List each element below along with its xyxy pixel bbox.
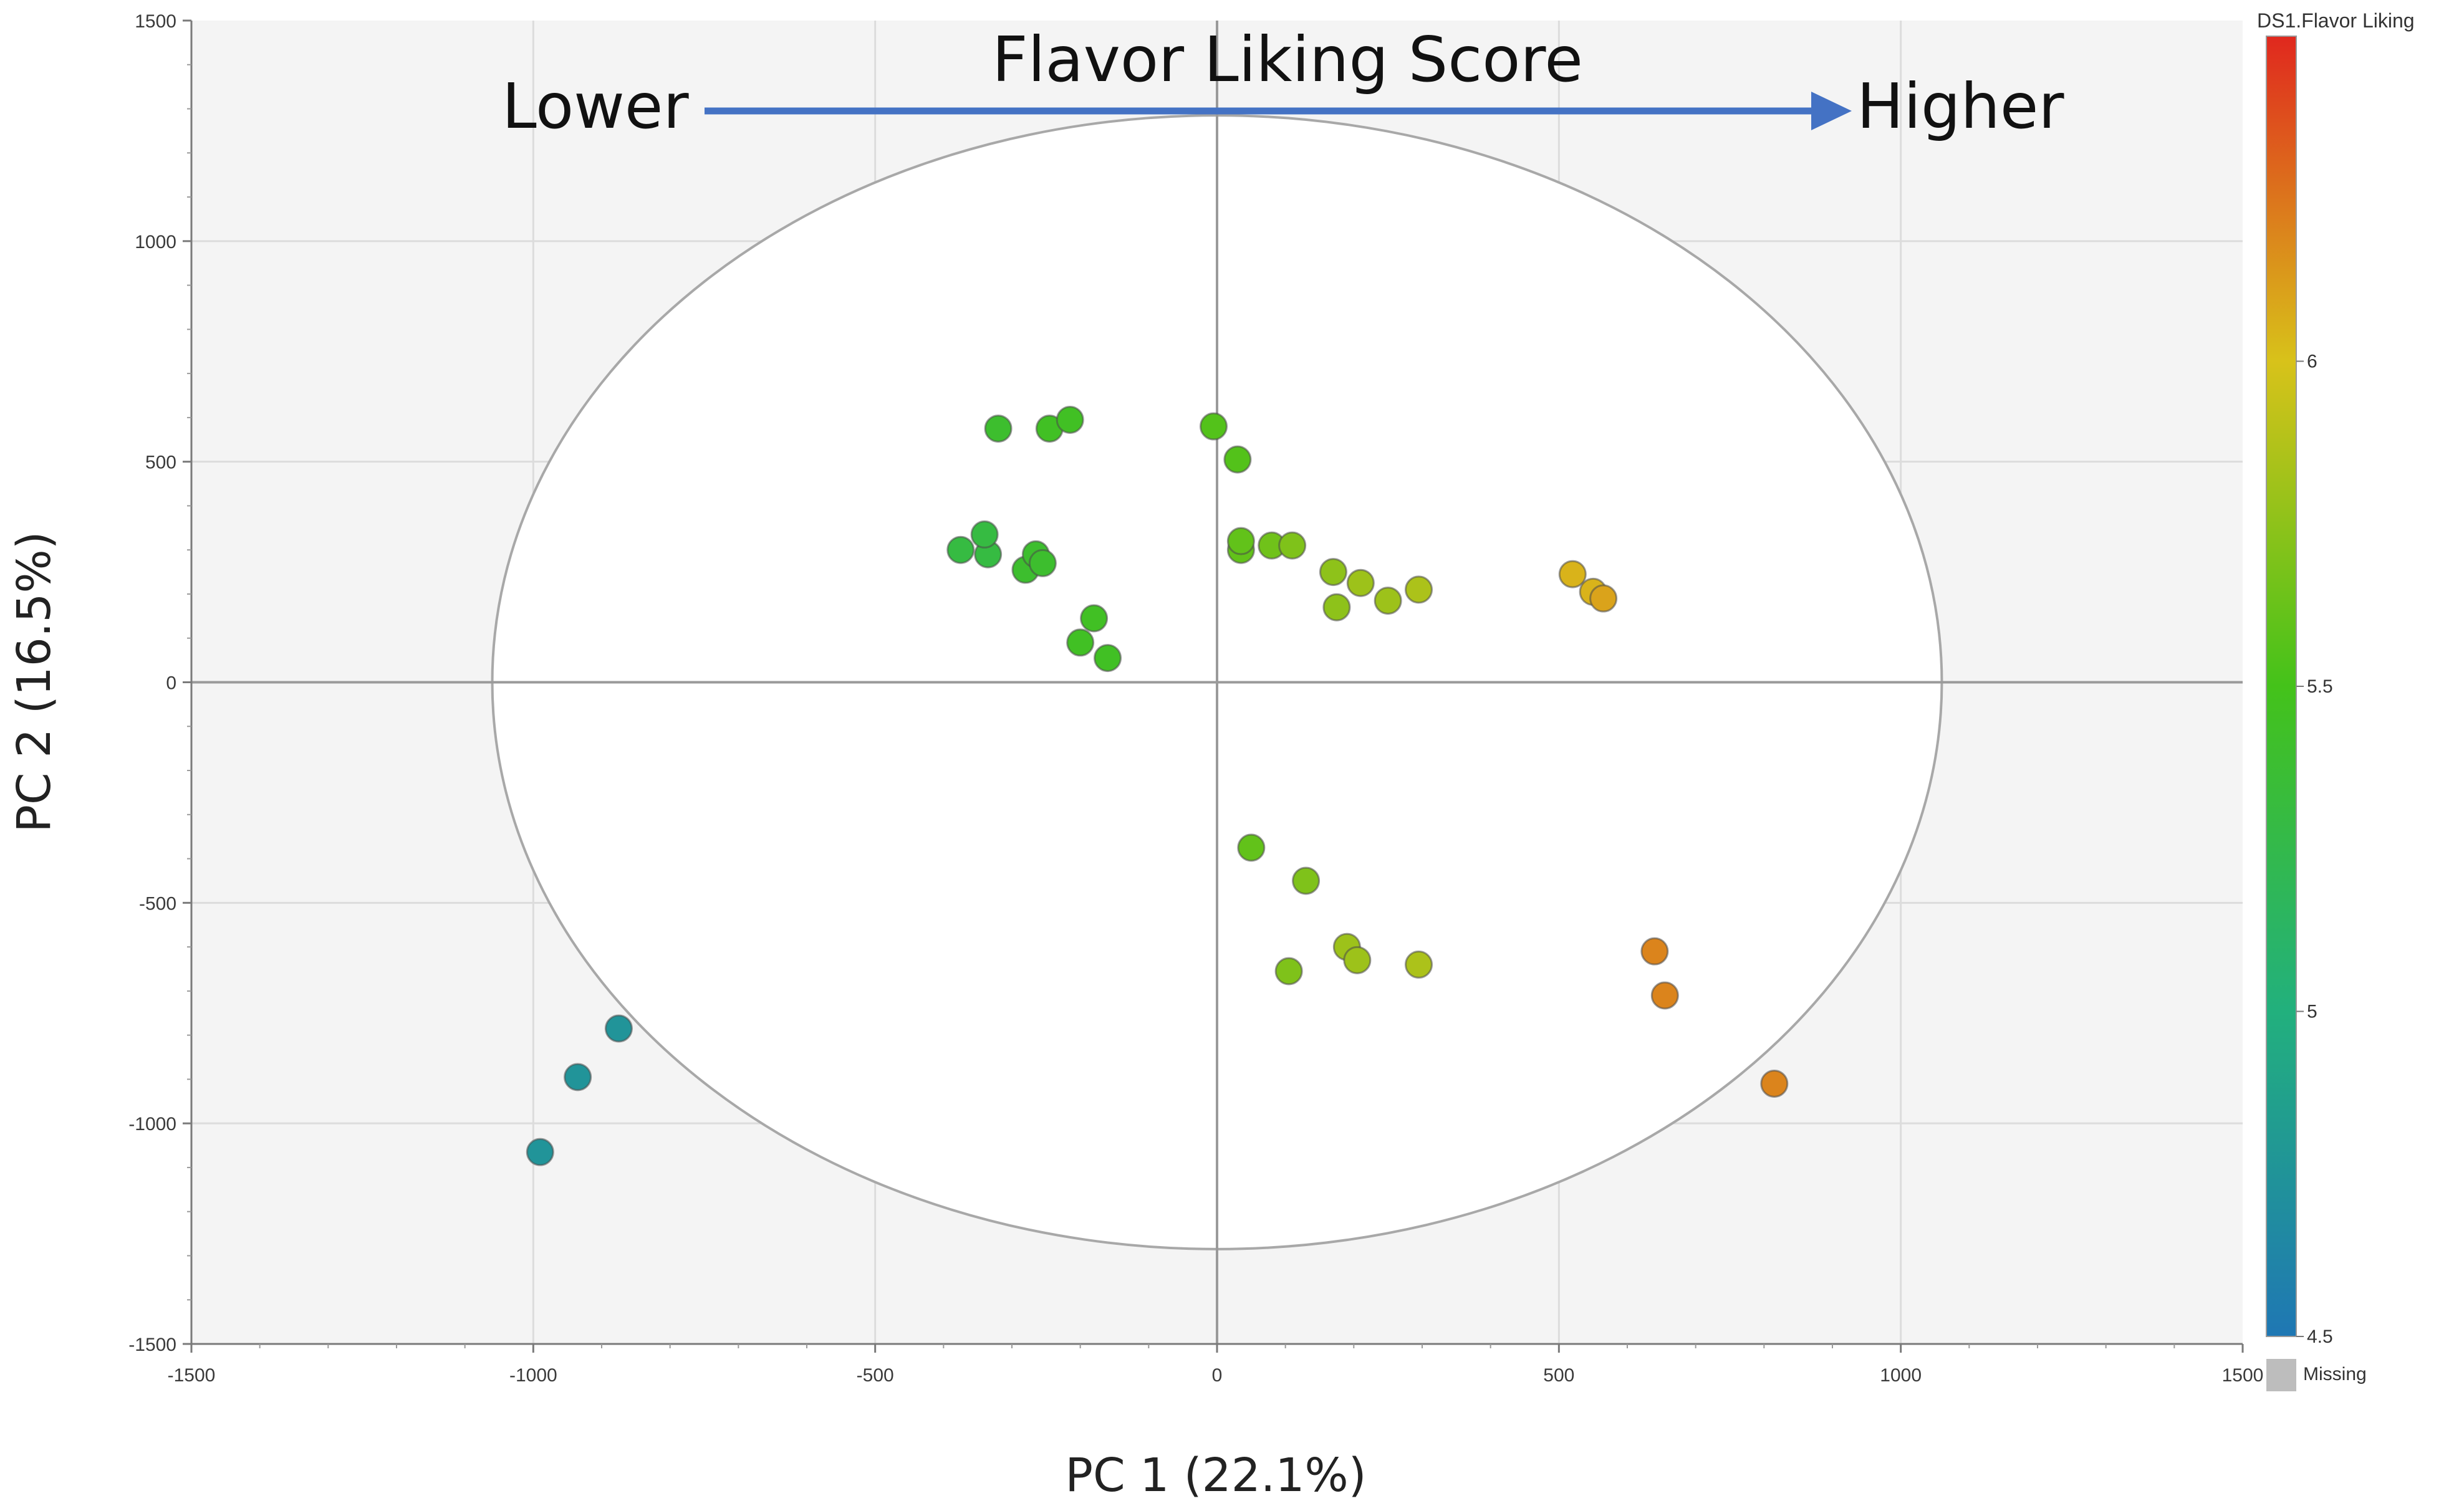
data-point	[1056, 405, 1084, 434]
data-point	[1278, 531, 1307, 560]
y-tick-label: 1500	[135, 11, 176, 32]
data-point	[1274, 957, 1303, 986]
colorbar-ticks: 4.5 5 5.5 6	[2296, 352, 2333, 1347]
data-point	[1080, 604, 1109, 633]
data-point	[1292, 866, 1321, 895]
data-point	[1760, 1069, 1789, 1098]
y-axis-label: PC 2 (16.5%)	[7, 531, 61, 832]
data-point	[1237, 833, 1266, 862]
data-point	[1558, 560, 1587, 588]
data-point	[1650, 981, 1679, 1010]
x-axis-label: PC 1 (22.1%)	[1065, 1449, 1366, 1502]
axis-ticks: -1500 -1000 -500 0 500 1000 1500 -1500 -1000 -500…	[128, 11, 2263, 1386]
x-tick-label: 500	[1543, 1365, 1574, 1386]
y-tick-label: -1500	[128, 1335, 176, 1355]
x-tick-label: 0	[1212, 1365, 1223, 1386]
data-point	[1223, 445, 1252, 474]
y-tick-label: 500	[145, 453, 176, 473]
x-tick-label: 1000	[1880, 1365, 1922, 1386]
data-point	[526, 1138, 554, 1166]
data-point	[1319, 558, 1347, 587]
annotation-higher: Higher	[1857, 70, 2064, 143]
data-point	[1374, 587, 1402, 615]
data-point	[1346, 568, 1375, 597]
x-tick-label: -500	[857, 1365, 894, 1386]
x-tick-label: 1500	[2222, 1365, 2264, 1386]
data-point	[1322, 593, 1351, 621]
data-point	[1405, 575, 1433, 604]
data-point	[1200, 412, 1228, 441]
colorbar-tick-label: 6	[2307, 352, 2317, 372]
x-tick-label: -1000	[509, 1365, 557, 1386]
x-tick-label: -1500	[168, 1365, 216, 1386]
y-tick-label: -500	[139, 893, 176, 914]
colorbar-tick-label: 5	[2307, 1002, 2317, 1022]
missing-swatch	[2266, 1359, 2296, 1391]
missing-label: Missing	[2303, 1364, 2367, 1384]
colorbar-title: DS1.Flavor Liking	[2257, 9, 2415, 32]
zero-lines	[191, 21, 2243, 1344]
y-tick-label: 0	[166, 673, 176, 694]
data-point	[1640, 937, 1669, 966]
y-tick-label: 1000	[135, 232, 176, 252]
data-point	[984, 415, 1013, 443]
data-point	[1226, 527, 1255, 555]
data-points	[526, 405, 1789, 1166]
annotation-lower: Lower	[502, 70, 689, 143]
colorbar	[2266, 36, 2297, 1337]
data-point	[1343, 946, 1372, 974]
data-point	[946, 535, 975, 564]
chart-title: Flavor Liking Score	[992, 23, 1583, 96]
y-tick-label: -1000	[128, 1114, 176, 1134]
data-point	[970, 520, 999, 549]
data-point	[1066, 628, 1095, 657]
data-point	[1589, 584, 1618, 613]
data-point	[1094, 644, 1122, 673]
data-point	[1405, 950, 1433, 979]
data-point	[604, 1014, 633, 1043]
colorbar-tick-label: 4.5	[2307, 1326, 2333, 1347]
data-point	[564, 1063, 592, 1091]
colorbar-tick-label: 5.5	[2307, 676, 2333, 697]
direction-arrow-head	[1811, 92, 1852, 130]
data-point	[1028, 549, 1057, 577]
